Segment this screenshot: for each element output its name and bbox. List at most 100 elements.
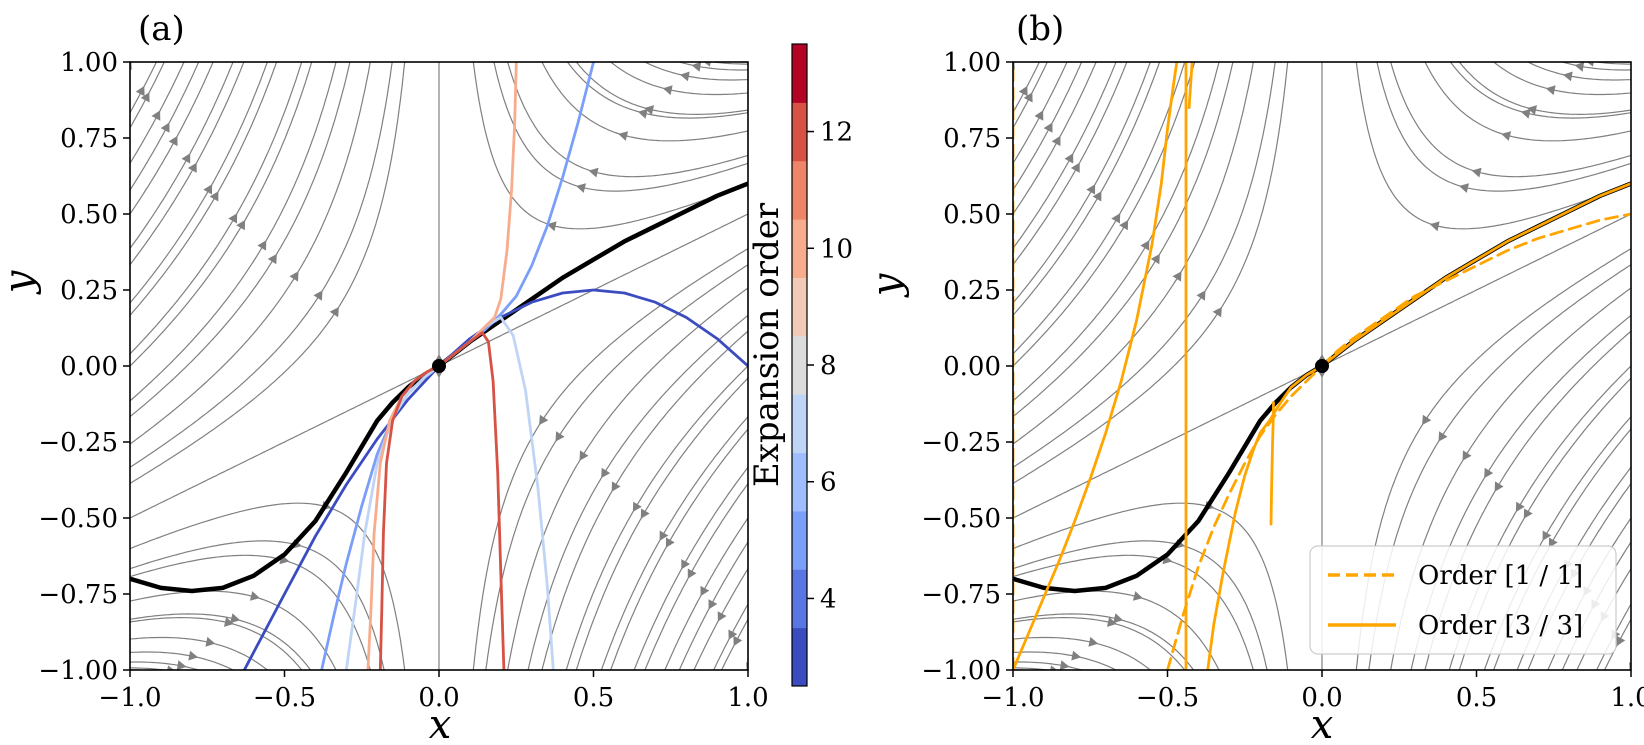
streamline [130, 62, 185, 165]
series-line-order-3-3-branch-b [1206, 431, 1262, 670]
colorbar-band [792, 394, 807, 454]
streamline-arrow [1501, 131, 1512, 141]
streamline-arrow [230, 613, 241, 624]
streamline-arrow [1542, 530, 1552, 541]
streamline [1013, 661, 1084, 670]
streamline-arrow [679, 71, 690, 82]
streamline [130, 365, 440, 519]
colorbar-band [792, 452, 807, 512]
colorbar-band [792, 569, 807, 629]
streamline-arrow [644, 105, 654, 115]
streamline-arrow [176, 660, 187, 670]
y-tick-label: −0.75 [38, 580, 118, 610]
colorbar-tick-label: 10 [820, 234, 853, 264]
streamline [485, 263, 748, 670]
streamline-arrow [140, 92, 150, 103]
x-tick-label: 1.0 [727, 683, 768, 713]
x-tick-label: 0.5 [573, 683, 614, 713]
streamline [1013, 62, 1048, 130]
streamline [472, 62, 748, 230]
streamline-arrow [228, 213, 238, 224]
streamline [130, 62, 337, 402]
streamline-arrow [1484, 467, 1494, 479]
streamline-arrow [1462, 450, 1472, 461]
streamline [747, 668, 748, 670]
streamline [713, 602, 748, 670]
streamline [720, 618, 748, 670]
streamline [1013, 62, 1128, 266]
streamline [1013, 365, 1323, 519]
streamline [1390, 62, 1631, 178]
colorbar-band [792, 627, 807, 687]
streamline-arrow [1212, 307, 1222, 318]
streamline-arrow [1520, 108, 1531, 119]
streamline [678, 540, 748, 670]
streamline [1013, 62, 1117, 250]
streamline-arrow [1051, 135, 1061, 147]
streamline [541, 330, 748, 670]
streamline-arrow [203, 184, 213, 195]
streamline-arrow [181, 153, 191, 164]
legend-box [1309, 545, 1617, 655]
colorbar-tick-label: 12 [820, 118, 853, 148]
streamline-arrow [1196, 290, 1206, 301]
streamline-arrow [1422, 414, 1432, 425]
streamline [130, 62, 371, 445]
streamline-arrow [1064, 153, 1074, 164]
streamline-arrow [691, 62, 702, 72]
series-line-order-3 [242, 288, 748, 670]
colorbar-band [792, 44, 807, 103]
streamline-arrow [1070, 162, 1080, 173]
streamline [130, 62, 245, 266]
streamline [1013, 62, 1097, 216]
streamline-arrow [659, 530, 669, 541]
streamline-arrow [160, 122, 170, 133]
streamline [1321, 213, 1631, 367]
streamline [1013, 62, 1014, 64]
streamline-arrow [611, 481, 621, 492]
streamline [1013, 651, 1118, 670]
streamline-arrow [135, 85, 145, 97]
streamline-arrow [1111, 213, 1121, 224]
y-tick-label: 0.75 [943, 124, 1001, 154]
panel-label-a: (a) [138, 9, 185, 49]
streamline [1013, 636, 1152, 670]
x-tick-label: −1.0 [98, 683, 161, 713]
colorbar-band [792, 335, 807, 395]
streamline-arrow [632, 501, 642, 512]
series-line-order-3-3-branch-c [1013, 62, 1179, 670]
streamline [1013, 667, 1052, 670]
streamline [575, 62, 748, 115]
series-line-order-5 [320, 62, 595, 670]
streamline-arrow [1086, 184, 1096, 195]
streamline [566, 62, 748, 119]
colorbar: 4 6 8 10 12 Expansion order [747, 43, 853, 687]
streamline-arrow [717, 611, 727, 622]
streamline-arrow [588, 167, 599, 178]
streamline-arrow [1132, 591, 1143, 601]
series-b [1013, 62, 1631, 670]
x-tick-label: −1.0 [981, 683, 1044, 713]
streamline-arrow [1113, 613, 1124, 624]
legend-label-order-1-1: Order [1 / 1] [1418, 561, 1583, 591]
series-line-order-3-3-branch-a [1258, 182, 1631, 435]
series-line-order-3-3-branch-d [1187, 62, 1194, 109]
streamline [1630, 668, 1631, 670]
colorbar-tick-label: 6 [820, 468, 837, 498]
axis-ticks-b: −1.0 −0.5 0.0 0.5 1.0 −1.00 −0.75 −0.50 −0.25 0.0… [921, 48, 1644, 713]
axes-frame-a [129, 61, 749, 671]
streamline [1013, 62, 1220, 402]
axes-frame-b [1012, 61, 1632, 671]
streamline-arrow [637, 108, 648, 119]
y-tick-label: −0.25 [38, 428, 118, 458]
fixed-point [1315, 359, 1329, 373]
panel-b-chart: −1.0 −0.5 0.0 0.5 1.0 −1.00 −0.75 −0.50 −0.25 0.0… [864, 9, 1644, 745]
streamline [1013, 62, 1276, 469]
streamline [130, 62, 165, 130]
streamline [1013, 62, 1151, 304]
streamline-arrow [576, 183, 586, 193]
streamline [677, 62, 748, 71]
streamline [130, 62, 200, 192]
streamline [130, 636, 269, 670]
streamline-arrow [257, 240, 267, 251]
